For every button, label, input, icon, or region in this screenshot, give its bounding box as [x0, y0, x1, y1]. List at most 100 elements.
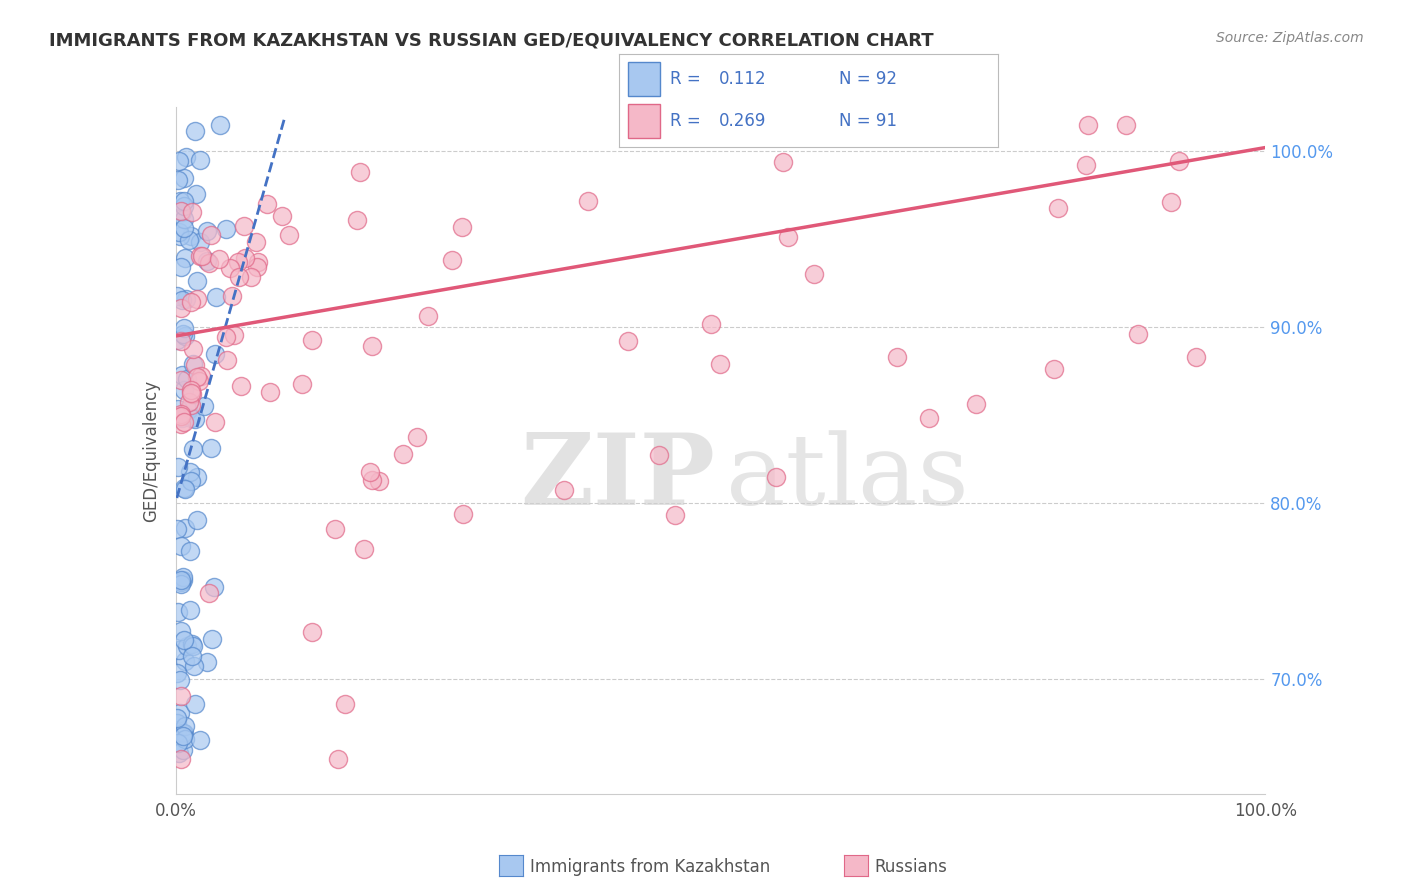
Point — [219, 261, 242, 276]
Point — [173, 194, 195, 209]
Point — [173, 221, 195, 235]
Point — [180, 387, 202, 401]
Point — [174, 149, 197, 163]
Point — [200, 441, 222, 455]
Point — [180, 205, 202, 219]
Point — [193, 399, 215, 413]
Text: Source: ZipAtlas.com: Source: ZipAtlas.com — [1216, 31, 1364, 45]
Point — [166, 334, 188, 348]
Point — [179, 394, 201, 409]
Text: 0.269: 0.269 — [720, 112, 766, 130]
Point — [208, 118, 231, 132]
Point — [204, 415, 226, 429]
Point — [166, 735, 188, 749]
Point — [181, 637, 204, 651]
Point — [170, 574, 193, 588]
Point — [245, 235, 267, 249]
Point — [176, 372, 198, 386]
Text: N = 91: N = 91 — [839, 112, 897, 130]
Text: Immigrants from Kazakhstan: Immigrants from Kazakhstan — [530, 858, 770, 876]
Point — [170, 752, 193, 766]
Point — [323, 523, 346, 537]
Point — [188, 375, 211, 389]
Point — [177, 233, 200, 247]
Point — [226, 255, 249, 269]
Point — [195, 655, 218, 669]
Point — [441, 252, 464, 267]
Text: N = 92: N = 92 — [839, 70, 897, 87]
Point — [1042, 362, 1064, 376]
Point — [229, 379, 252, 393]
Point — [174, 718, 197, 732]
Point — [186, 513, 208, 527]
Point — [170, 417, 193, 432]
Point — [204, 347, 226, 361]
Point — [709, 357, 731, 371]
Point — [166, 711, 188, 725]
Point — [180, 294, 202, 309]
Point — [188, 153, 211, 167]
Point — [180, 384, 202, 398]
Point — [170, 293, 193, 307]
Point — [221, 289, 243, 303]
Point — [215, 330, 238, 344]
Point — [186, 470, 208, 484]
Point — [167, 642, 190, 657]
Point — [166, 725, 188, 739]
Point — [169, 260, 191, 275]
Bar — [628, 62, 661, 95]
Point — [200, 228, 222, 243]
Y-axis label: GED/Equivalency: GED/Equivalency — [142, 379, 160, 522]
Point — [183, 639, 205, 653]
Text: atlas: atlas — [725, 430, 969, 525]
Point — [166, 605, 188, 619]
Point — [214, 222, 236, 236]
Point — [246, 255, 269, 269]
Point — [664, 508, 686, 522]
Point — [184, 359, 207, 373]
Point — [246, 260, 269, 274]
Point — [169, 228, 191, 243]
Point — [188, 249, 211, 263]
Text: R =: R = — [669, 70, 700, 87]
Point — [170, 576, 193, 591]
Point — [167, 746, 190, 760]
Point — [700, 317, 723, 331]
Point — [202, 580, 225, 594]
Point — [180, 398, 202, 412]
Point — [195, 224, 218, 238]
Point — [174, 329, 197, 343]
Point — [195, 254, 218, 268]
Point — [173, 521, 195, 535]
Text: ZIP: ZIP — [520, 429, 716, 526]
Point — [349, 165, 371, 179]
Point — [277, 227, 299, 242]
Point — [170, 409, 193, 424]
Point — [222, 327, 245, 342]
Point — [451, 219, 474, 234]
Point — [166, 665, 188, 680]
Point — [170, 407, 193, 421]
Point — [180, 385, 202, 400]
Point — [1115, 118, 1137, 132]
Point — [183, 357, 205, 371]
Point — [173, 171, 195, 186]
Point — [270, 210, 292, 224]
Point — [186, 274, 208, 288]
Point — [188, 235, 211, 249]
Point — [174, 732, 197, 747]
Point — [778, 230, 800, 244]
Point — [576, 194, 599, 208]
Point — [965, 397, 987, 411]
Point — [184, 124, 207, 138]
Point — [173, 321, 195, 335]
Point — [179, 543, 201, 558]
Point — [186, 293, 208, 307]
Point — [177, 402, 200, 417]
Point — [180, 229, 202, 244]
Text: R =: R = — [669, 112, 700, 130]
Point — [176, 639, 198, 653]
Point — [179, 465, 201, 479]
Point — [353, 542, 375, 557]
Point — [170, 373, 193, 387]
